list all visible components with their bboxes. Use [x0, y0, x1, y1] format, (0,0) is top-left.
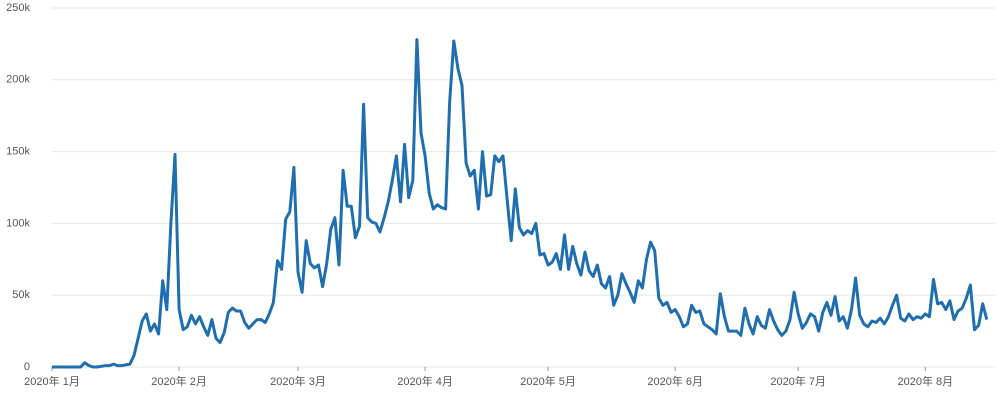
y-tick-label: 100k: [6, 217, 30, 229]
y-tick-label: 0: [24, 361, 30, 373]
data-line: [52, 38, 989, 369]
x-tick-label: 2020年 4月: [397, 374, 453, 388]
x-tick-label: 2020年 5月: [520, 374, 576, 388]
y-tick-label: 250k: [6, 2, 30, 14]
x-tick-label: 2020年 1月: [24, 374, 80, 388]
x-tick-label: 2020年 3月: [270, 374, 326, 388]
x-tick-label: 2020年 8月: [897, 374, 953, 388]
y-tick-label: 50k: [12, 289, 30, 301]
x-tick-label: 2020年 6月: [647, 374, 703, 388]
y-tick-label: 150k: [6, 146, 30, 158]
x-tick-label: 2020年 2月: [151, 374, 207, 388]
y-tick-label: 200k: [6, 74, 30, 86]
x-tick-label: 2020年 7月: [770, 374, 826, 388]
